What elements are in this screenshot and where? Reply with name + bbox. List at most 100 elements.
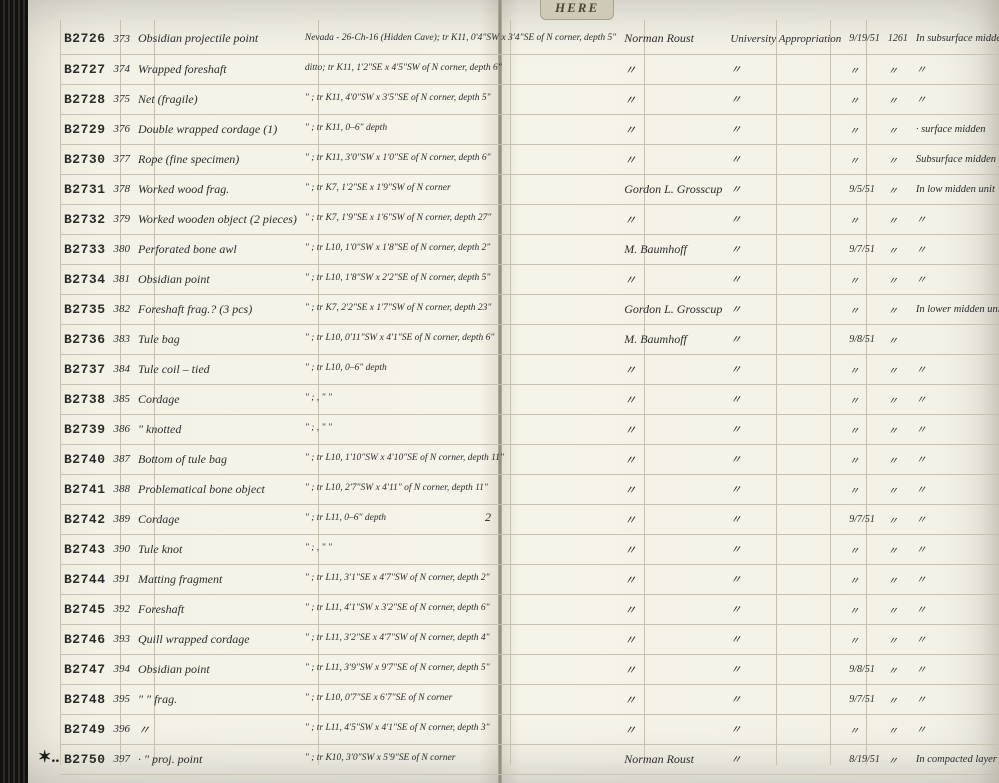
locality: " ; tr L10, 0'7"SE x 6'7"SE of N corner xyxy=(301,684,620,714)
field-number: 389 xyxy=(110,504,135,534)
remarks: 〃 xyxy=(912,504,999,534)
locality: " ; , " " xyxy=(301,414,620,444)
table-row: B2748395" " frag." ; tr L10, 0'7"SE x 6'… xyxy=(60,684,999,714)
catalog-id: B2737 xyxy=(60,354,110,384)
description: Obsidian point xyxy=(134,264,301,294)
catalog-id: B2746 xyxy=(60,624,110,654)
authority: 〃 xyxy=(726,54,845,84)
authority: 〃 xyxy=(726,384,845,414)
catalog-id: B2748 xyxy=(60,684,110,714)
remarks xyxy=(912,324,999,354)
field-number: 391 xyxy=(110,564,135,594)
authority: 〃 xyxy=(726,474,845,504)
description: Cordage xyxy=(134,504,301,534)
catalog-id: B2728 xyxy=(60,84,110,114)
collector: M. Baumhoff xyxy=(620,324,726,354)
locality: " ; tr K7, 1'9"SE x 1'6"SW of N corner, … xyxy=(301,204,620,234)
catalog-id: B2731 xyxy=(60,174,110,204)
remarks: 〃 xyxy=(912,414,999,444)
catalog-id: B2745 xyxy=(60,594,110,624)
catalog-id: B2729 xyxy=(60,114,110,144)
date: 〃 xyxy=(845,294,884,324)
catalog-id: B2736 xyxy=(60,324,110,354)
remarks: 〃 xyxy=(912,234,999,264)
collector: 〃 xyxy=(620,594,726,624)
catalog-id: B2730 xyxy=(60,144,110,174)
field-number: 379 xyxy=(110,204,135,234)
collector: 〃 xyxy=(620,54,726,84)
account: 〃 xyxy=(884,324,912,354)
description: Cordage xyxy=(134,384,301,414)
remarks: 〃 xyxy=(912,264,999,294)
table-row: B2737384Tule coil – tied" ; tr L10, 0–6"… xyxy=(60,354,999,384)
account: 〃 xyxy=(884,144,912,174)
catalog-id: B2742 xyxy=(60,504,110,534)
date: 〃 xyxy=(845,474,884,504)
table-row: B2735382Foreshaft frag.? (3 pcs)" ; tr K… xyxy=(60,294,999,324)
account: 〃 xyxy=(884,564,912,594)
field-number: 395 xyxy=(110,684,135,714)
ledger-table: B2726373Obsidian projectile pointNevada … xyxy=(60,24,999,775)
field-number: 392 xyxy=(110,594,135,624)
locality: " ; tr L11, 3'9"SW x 9'7"SE of N corner,… xyxy=(301,654,620,684)
remarks: 〃 xyxy=(912,564,999,594)
locality: Nevada - 26-Ch-16 (Hidden Cave); tr K11,… xyxy=(301,24,620,54)
description: Double wrapped cordage (1) xyxy=(134,114,301,144)
date: 9/7/51 xyxy=(845,684,884,714)
description: Net (fragile) xyxy=(134,84,301,114)
field-number: 377 xyxy=(110,144,135,174)
date: 〃 xyxy=(845,264,884,294)
locality: " ; tr K7, 1'2"SE x 1'9"SW of N corner xyxy=(301,174,620,204)
remarks: Subsurface midden extends to K10 xyxy=(912,144,999,174)
table-row: B2726373Obsidian projectile pointNevada … xyxy=(60,24,999,54)
locality: " ; tr L10, 2'7"SW x 4'11" of N corner, … xyxy=(301,474,620,504)
table-row: B2740387Bottom of tule bag" ; tr L10, 1'… xyxy=(60,444,999,474)
remarks: 〃 xyxy=(912,444,999,474)
locality: " ; tr L10, 1'8"SW x 2'2"SE of N corner,… xyxy=(301,264,620,294)
description: Foreshaft frag.? (3 pcs) xyxy=(134,294,301,324)
collector: 〃 xyxy=(620,144,726,174)
table-row: B2743390Tule knot" ; , " "〃〃〃〃〃 xyxy=(60,534,999,564)
description: Foreshaft xyxy=(134,594,301,624)
collector: 〃 xyxy=(620,384,726,414)
date: 〃 xyxy=(845,384,884,414)
date: 9/7/51 xyxy=(845,504,884,534)
field-number: 375 xyxy=(110,84,135,114)
collector: Gordon L. Grosscup xyxy=(620,174,726,204)
description: Obsidian projectile point xyxy=(134,24,301,54)
remarks: In lower midden unit area xyxy=(912,294,999,324)
description: Worked wooden object (2 pieces) xyxy=(134,204,301,234)
table-row: B2736383Tule bag" ; tr L10, 0'11"SW x 4'… xyxy=(60,324,999,354)
table-row: B2730377Rope (fine specimen)" ; tr K11, … xyxy=(60,144,999,174)
date: 〃 xyxy=(845,564,884,594)
table-row: B2738385Cordage" ; , " "〃〃〃〃〃 xyxy=(60,384,999,414)
date: 〃 xyxy=(845,594,884,624)
collector: Gordon L. Grosscup xyxy=(620,294,726,324)
collector: 〃 xyxy=(620,114,726,144)
authority: 〃 xyxy=(726,114,845,144)
field-number: 376 xyxy=(110,114,135,144)
authority: 〃 xyxy=(726,234,845,264)
table-row: B2728375Net (fragile)" ; tr K11, 4'0"SW … xyxy=(60,84,999,114)
account: 〃 xyxy=(884,114,912,144)
collector: 〃 xyxy=(620,204,726,234)
description: Wrapped foreshaft xyxy=(134,54,301,84)
account: 〃 xyxy=(884,504,912,534)
table-row: B2745392Foreshaft" ; tr L11, 4'1"SW x 3'… xyxy=(60,594,999,624)
date: 〃 xyxy=(845,534,884,564)
account: 〃 xyxy=(884,294,912,324)
collector: 〃 xyxy=(620,654,726,684)
date: 〃 xyxy=(845,444,884,474)
locality: " ; tr K11, 4'0"SW x 3'5"SE of N corner,… xyxy=(301,84,620,114)
catalog-id: B2750 xyxy=(60,744,110,774)
authority: 〃 xyxy=(726,594,845,624)
field-number: 381 xyxy=(110,264,135,294)
account: 〃 xyxy=(884,234,912,264)
table-row: B2744391Matting fragment" ; tr L11, 3'1"… xyxy=(60,564,999,594)
authority: 〃 xyxy=(726,414,845,444)
account: 〃 xyxy=(884,474,912,504)
authority: 〃 xyxy=(726,84,845,114)
table-row: B2727374Wrapped foreshaftditto; tr K11, … xyxy=(60,54,999,84)
description: · " proj. point xyxy=(134,744,301,774)
table-row: B2750397· " proj. point" ; tr K10, 3'0"S… xyxy=(60,744,999,774)
